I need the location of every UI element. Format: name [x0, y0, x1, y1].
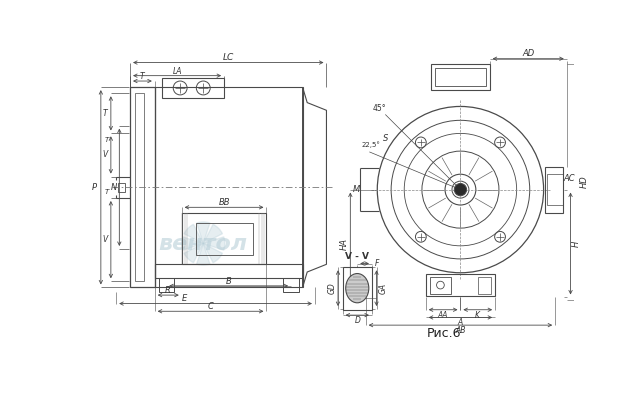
- Wedge shape: [204, 224, 223, 244]
- Bar: [182, 213, 266, 264]
- Text: AA: AA: [438, 310, 448, 320]
- Text: M: M: [353, 185, 360, 194]
- Text: BB: BB: [218, 198, 230, 207]
- Text: вентол: вентол: [159, 233, 248, 253]
- Bar: [155, 87, 303, 287]
- Circle shape: [454, 184, 467, 196]
- Bar: [545, 167, 563, 213]
- Text: C: C: [207, 302, 213, 311]
- Text: T: T: [102, 109, 107, 118]
- Text: F: F: [374, 259, 379, 268]
- Text: K: K: [475, 310, 480, 320]
- Text: V: V: [102, 151, 108, 160]
- Wedge shape: [184, 244, 204, 263]
- Text: T: T: [140, 72, 145, 81]
- Text: E: E: [182, 294, 188, 303]
- Bar: [155, 264, 303, 278]
- Text: N: N: [111, 183, 117, 192]
- Text: Рис.6: Рис.6: [426, 327, 461, 340]
- Bar: [429, 277, 451, 294]
- Wedge shape: [204, 237, 225, 250]
- Text: 45°: 45°: [372, 104, 386, 113]
- Text: AC: AC: [563, 174, 575, 183]
- Text: S: S: [383, 134, 388, 143]
- Bar: [163, 78, 224, 98]
- Wedge shape: [182, 237, 204, 250]
- Bar: [478, 277, 492, 294]
- Bar: [435, 68, 486, 86]
- Text: V: V: [102, 235, 108, 244]
- Bar: [284, 278, 299, 292]
- Wedge shape: [196, 222, 210, 244]
- Text: T: T: [105, 136, 109, 143]
- Text: D: D: [355, 316, 360, 325]
- Text: GD: GD: [327, 282, 337, 294]
- Text: LA: LA: [172, 66, 182, 75]
- Bar: [159, 278, 174, 292]
- Text: AD: AD: [522, 49, 534, 58]
- Text: T: T: [105, 189, 109, 195]
- Text: H: H: [572, 241, 580, 247]
- Bar: [130, 87, 155, 287]
- Text: AB: AB: [455, 326, 466, 335]
- Bar: [342, 267, 372, 310]
- Bar: [135, 94, 144, 281]
- Ellipse shape: [346, 274, 369, 303]
- Text: P: P: [92, 183, 97, 192]
- Bar: [196, 224, 253, 255]
- Bar: [547, 174, 563, 205]
- Text: B: B: [226, 277, 232, 286]
- Text: HD: HD: [580, 176, 589, 188]
- Text: HA: HA: [340, 237, 349, 250]
- Text: A: A: [458, 318, 463, 327]
- Wedge shape: [204, 244, 223, 263]
- Text: V - V: V - V: [345, 252, 369, 261]
- Wedge shape: [184, 224, 204, 244]
- Bar: [118, 183, 125, 192]
- Text: GA: GA: [378, 283, 387, 294]
- Text: LC: LC: [222, 53, 234, 62]
- Text: 22,5°: 22,5°: [362, 141, 380, 147]
- Text: R: R: [165, 286, 171, 295]
- Polygon shape: [303, 87, 326, 287]
- Bar: [431, 64, 490, 90]
- Wedge shape: [196, 244, 210, 265]
- Bar: [426, 274, 495, 296]
